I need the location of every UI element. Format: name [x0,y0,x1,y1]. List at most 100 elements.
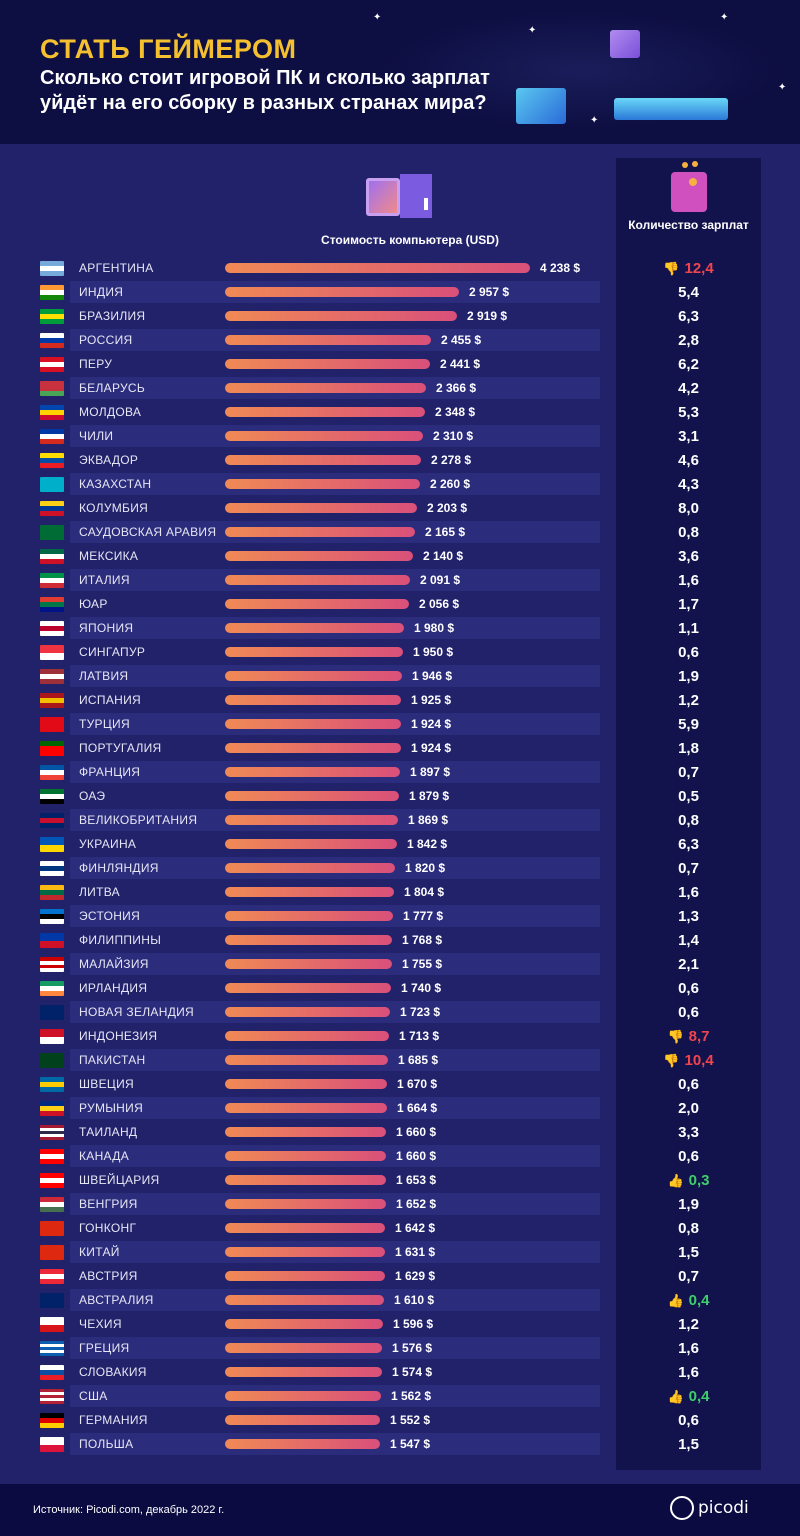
country-label: КИТАЙ [79,1245,120,1259]
salaries-count: 1,6 [678,1340,699,1357]
salaries-count: 0,4 [688,1292,710,1309]
star-icon: ✦ [590,115,599,126]
cost-bar [225,503,417,513]
cost-value: 2 091 $ [420,573,461,587]
flag-icon [40,357,64,372]
table-row: ВЕЛИКОБРИТАНИЯ 1 869 $ 0,8 [0,809,800,831]
country-label: СЛОВАКИЯ [79,1365,147,1379]
table-row: СЛОВАКИЯ 1 574 $ 1,6 [0,1361,800,1383]
table-row: ПЕРУ 2 441 $ 6,2 [0,353,800,375]
salaries-count: 3,3 [678,1124,699,1141]
country-label: ШВЕЦИЯ [79,1077,134,1091]
country-label: УКРАИНА [79,837,137,851]
country-label: ЛАТВИЯ [79,669,129,683]
country-label: ЛИТВА [79,885,120,899]
cost-value: 1 925 $ [411,693,452,707]
flag-icon [40,405,64,420]
cost-value: 1 552 $ [390,1413,431,1427]
salaries-value: 0,6 [616,1412,761,1429]
table-row: ЯПОНИЯ 1 980 $ 1,1 [0,617,800,639]
country-label: ПАКИСТАН [79,1053,146,1067]
salaries-value: 👍 0,4 [616,1388,761,1405]
flag-icon [40,1437,64,1452]
header: ✦ ✦ ✦ ✦ ✦ СТАТЬ ГЕЙМЕРОМ Сколько стоит и… [0,0,800,144]
flag-icon [40,1077,64,1092]
salaries-count: 0,6 [678,1004,699,1021]
cost-value: 1 804 $ [404,885,445,899]
salaries-value: 1,5 [616,1244,761,1261]
salaries-count: 6,3 [678,836,699,853]
salaries-count: 0,8 [678,1220,699,1237]
salaries-count: 0,7 [678,1268,699,1285]
flag-icon [40,1149,64,1164]
salaries-column [616,158,761,1470]
country-label: ЭСТОНИЯ [79,909,141,923]
country-label: ГРЕЦИЯ [79,1341,130,1355]
country-label: ФИНЛЯНДИЯ [79,861,159,875]
table-row: ИТАЛИЯ 2 091 $ 1,6 [0,569,800,591]
thumbs-down-icon: 👎 [667,1029,684,1044]
cost-bar [225,1151,386,1161]
cost-value: 2 348 $ [435,405,476,419]
ram-icon [614,98,728,120]
table-row: ОАЭ 1 879 $ 0,5 [0,785,800,807]
salaries-value: 1,6 [616,884,761,901]
flag-icon [40,1053,64,1068]
salaries-count: 8,7 [688,1028,710,1045]
wallet-icon [671,161,707,212]
cost-value: 2 278 $ [431,453,472,467]
cost-bar [225,959,392,969]
country-label: САУДОВСКАЯ АРАВИЯ [79,525,217,539]
flag-icon [40,645,64,660]
salaries-value: 0,8 [616,524,761,541]
salaries-value: 8,0 [616,500,761,517]
flag-icon [40,621,64,636]
salaries-value: 2,8 [616,332,761,349]
salaries-value: 1,5 [616,1436,761,1453]
table-row: США 1 562 $ 👍 0,4 [0,1385,800,1407]
flag-icon [40,333,64,348]
flag-icon [40,477,64,492]
country-label: ТАИЛАНД [79,1125,138,1139]
salaries-value: 5,3 [616,404,761,421]
footer: Источник: Picodi.com, декабрь 2022 г. pi… [0,1484,800,1536]
cost-bar [225,1055,388,1065]
salaries-count: 10,4 [684,1052,714,1069]
source-note: Источник: Picodi.com, декабрь 2022 г. [33,1504,225,1516]
country-label: БРАЗИЛИЯ [79,309,146,323]
salaries-value: 1,6 [616,1340,761,1357]
cost-bar [225,431,423,441]
flag-icon [40,1125,64,1140]
salaries-count: 4,3 [678,476,699,493]
cost-value: 1 842 $ [407,837,448,851]
country-label: КАЗАХСТАН [79,477,152,491]
cost-value: 2 455 $ [441,333,482,347]
flag-icon [40,1245,64,1260]
salaries-count: 1,6 [678,884,699,901]
salaries-count: 3,1 [678,428,699,445]
page-subtitle: Сколько стоит игровой ПК и сколько зарпл… [40,67,490,114]
salaries-count: 2,8 [678,332,699,349]
salaries-value: 6,3 [616,836,761,853]
salaries-count: 3,6 [678,548,699,565]
flag-icon [40,717,64,732]
salaries-count: 1,8 [678,740,699,757]
table-row: ТУРЦИЯ 1 924 $ 5,9 [0,713,800,735]
salaries-count: 5,4 [678,284,699,301]
cost-value: 2 203 $ [427,501,468,515]
flag-icon [40,261,64,276]
cost-bar [225,1007,390,1017]
cost-bar [225,1367,382,1377]
table-row: КИТАЙ 1 631 $ 1,5 [0,1241,800,1263]
cost-value: 1 879 $ [409,789,450,803]
thumbs-up-icon: 👍 [667,1293,684,1308]
country-label: БЕЛАРУСЬ [79,381,146,395]
table-row: БРАЗИЛИЯ 2 919 $ 6,3 [0,305,800,327]
cost-bar [225,1175,386,1185]
cost-value: 1 723 $ [400,1005,441,1019]
country-label: ИСПАНИЯ [79,693,141,707]
salaries-count: 0,4 [688,1388,710,1405]
picodi-logo: picodi [670,1496,749,1520]
cost-value: 1 740 $ [401,981,442,995]
cost-value: 1 768 $ [402,933,443,947]
